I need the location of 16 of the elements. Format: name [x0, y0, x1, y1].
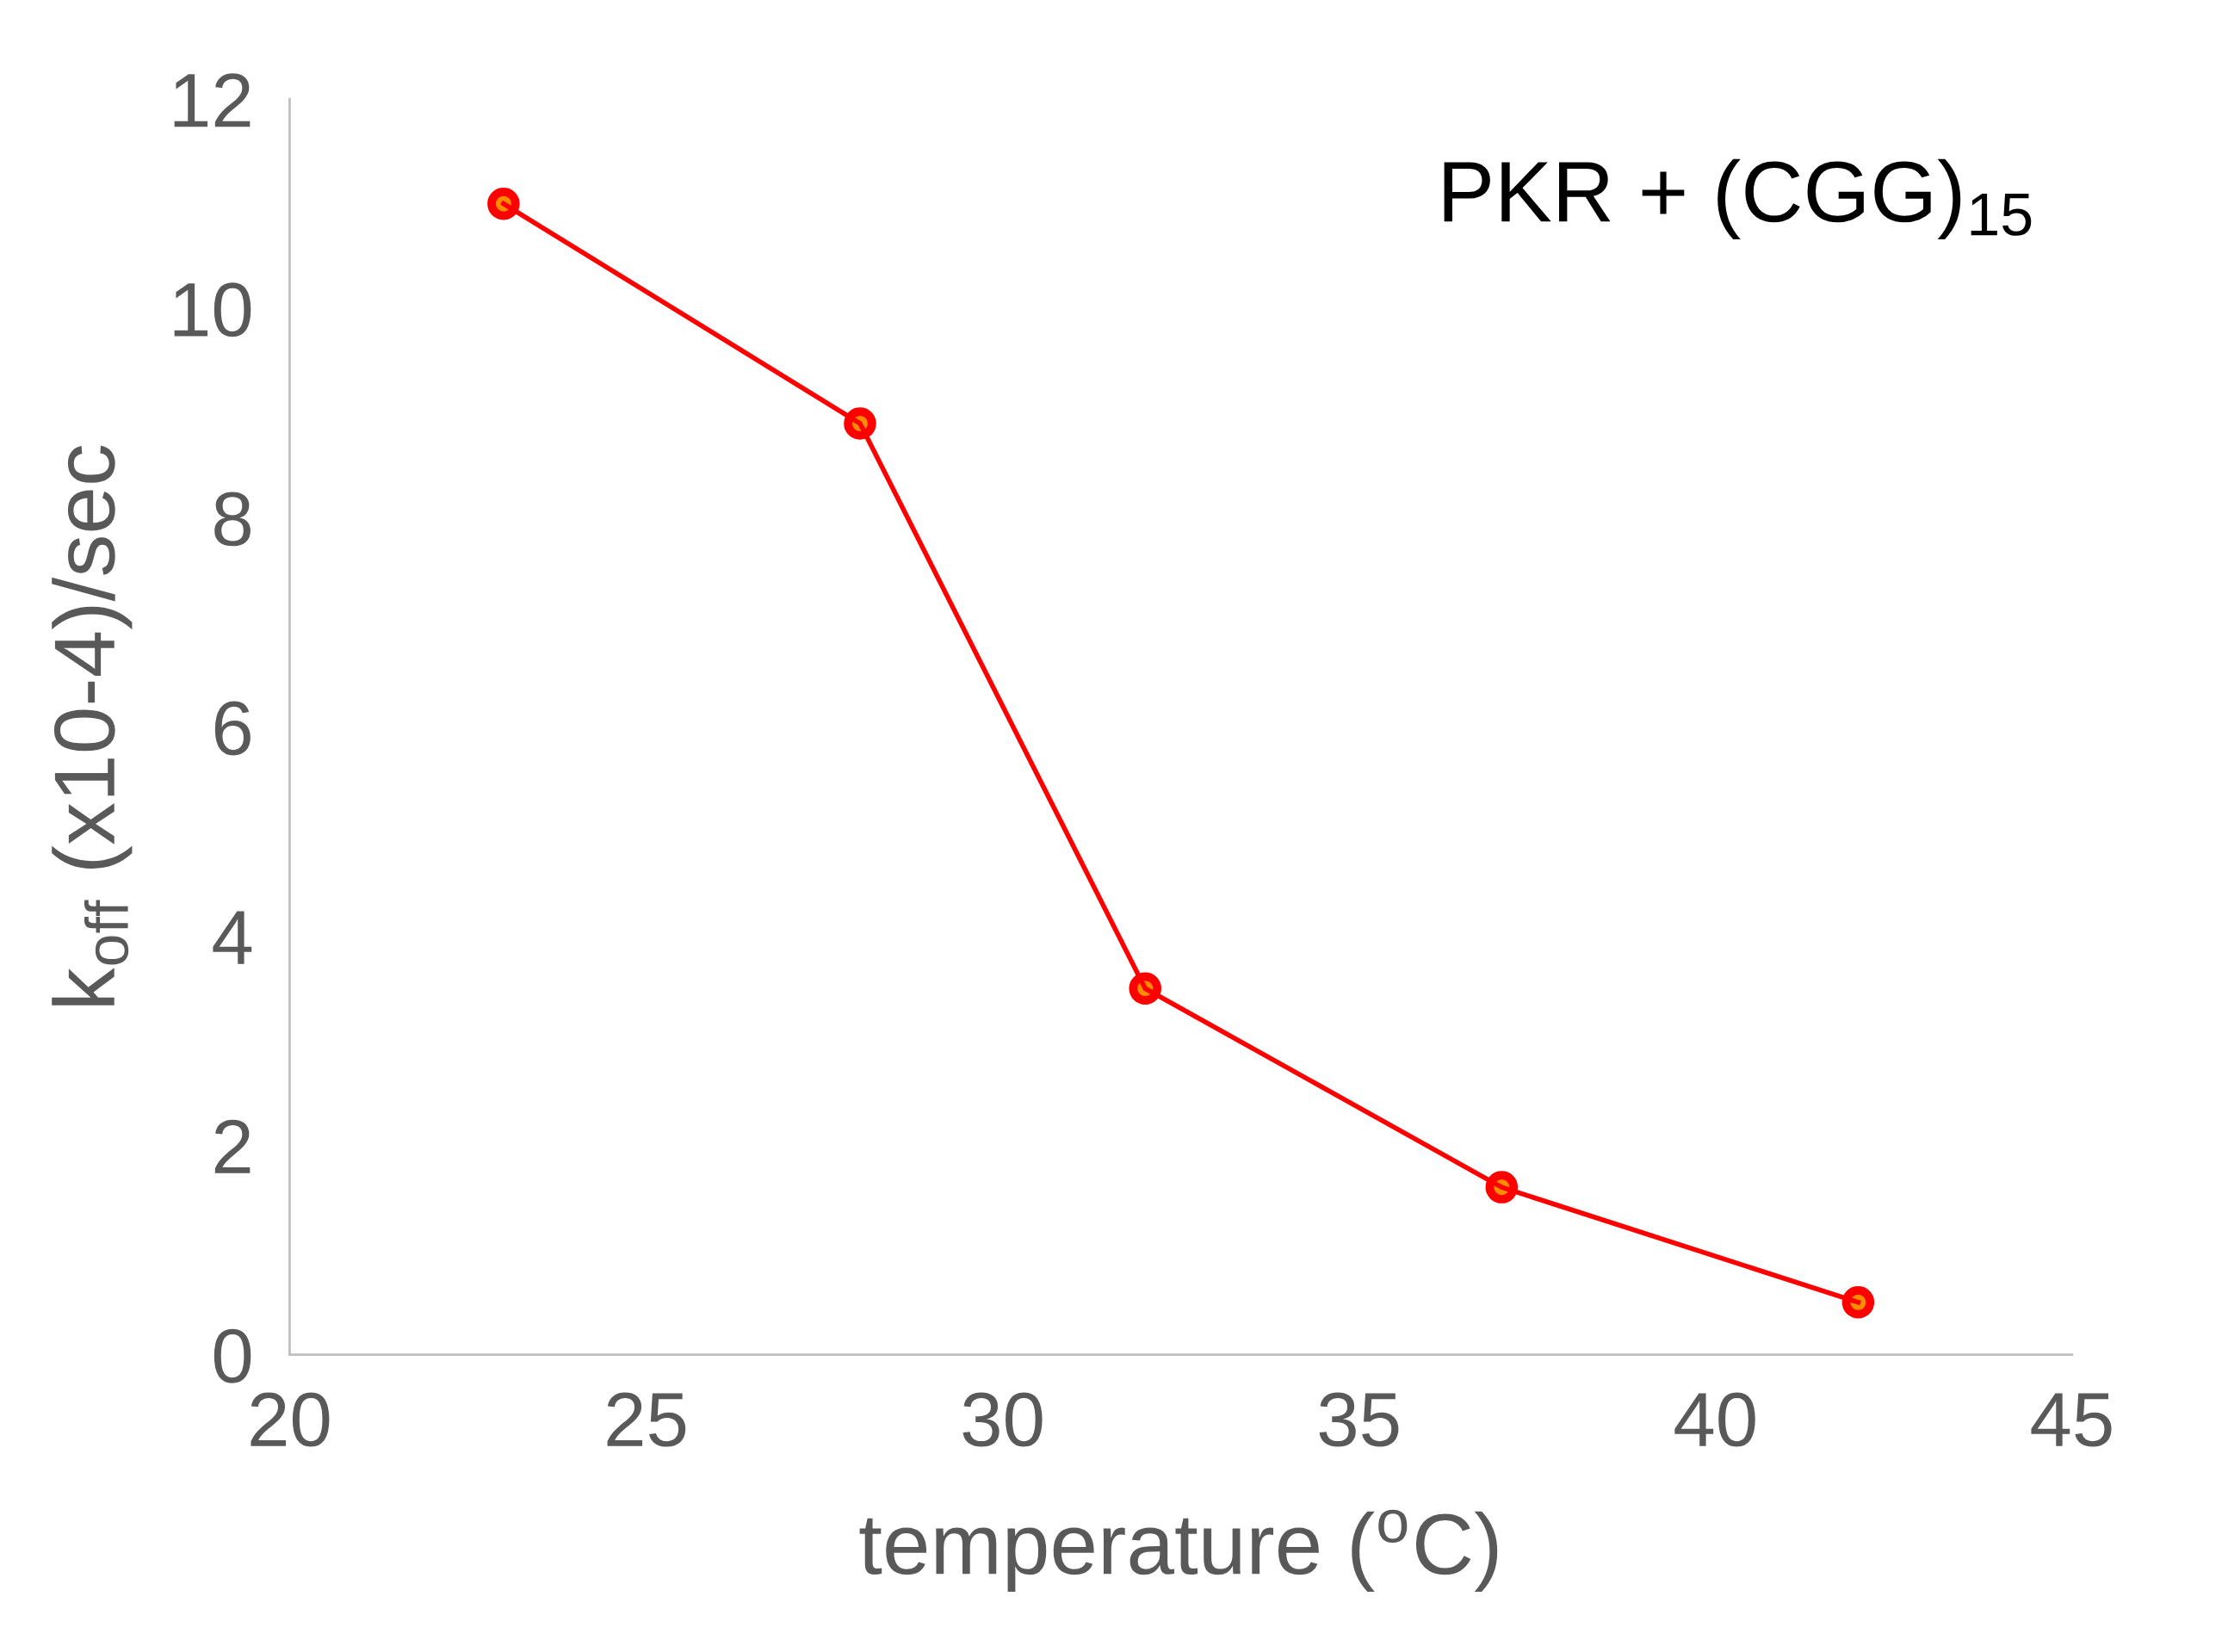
y-tick-label: 6 [214, 701, 251, 756]
annotation: PKR + (CGG)$_{15}$ [1444, 158, 2032, 239]
x-axis-title: temperature ($^{o}$C) [859, 1509, 1498, 1593]
x-tick-label: 25 [607, 1392, 686, 1447]
x-tick-label: 20 [251, 1392, 330, 1447]
y-axis-title: k$_{off}$ (x10-4)/sec [52, 445, 133, 1005]
y-tick-label: 10 [174, 282, 251, 337]
x-tick-label: 35 [1319, 1392, 1399, 1447]
y-tick-label: 8 [214, 492, 251, 547]
y-tick-label: 12 [174, 73, 251, 127]
y-tick-label: 2 [214, 1119, 251, 1173]
x-tick-label: 45 [2031, 1393, 2112, 1447]
x-tick-label: 40 [1674, 1392, 1755, 1447]
y-tick-label: 0 [214, 1328, 251, 1383]
x-tick-label: 30 [962, 1392, 1043, 1447]
y-tick-label: 4 [213, 911, 252, 964]
